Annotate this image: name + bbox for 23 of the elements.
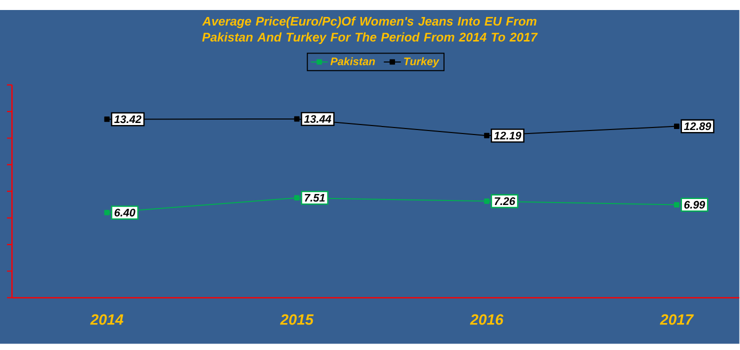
data-label: 6.40 (114, 208, 136, 217)
point (484, 198, 490, 204)
x-tick-label: 2017 (660, 314, 694, 325)
data-label: 7.51 (304, 194, 325, 202)
x-tick-label: 2016 (470, 314, 504, 325)
legend-label: Turkey (404, 57, 440, 68)
point (674, 124, 680, 130)
point (104, 210, 110, 216)
data-label: 6.99 (684, 201, 706, 209)
x-tick-label: 2014 (90, 314, 124, 325)
point (294, 116, 300, 122)
chart-title: Average Price(Euro/Pc)Of Women's Jeans Into EU From Pakistan And Turkey For The Period From 2014 To 2017 (202, 16, 538, 44)
data-label: 12.19 (494, 132, 522, 140)
point (104, 116, 110, 122)
data-label: 7.26 (494, 197, 516, 206)
data-label: 13.44 (304, 115, 332, 124)
legend-label: Pakistan (330, 57, 375, 66)
point (294, 195, 300, 201)
data-label: 12.89 (684, 122, 712, 130)
point (674, 202, 680, 208)
data-label: 13.42 (114, 116, 142, 124)
point (484, 133, 490, 138)
x-tick-label: 2015 (280, 314, 314, 325)
